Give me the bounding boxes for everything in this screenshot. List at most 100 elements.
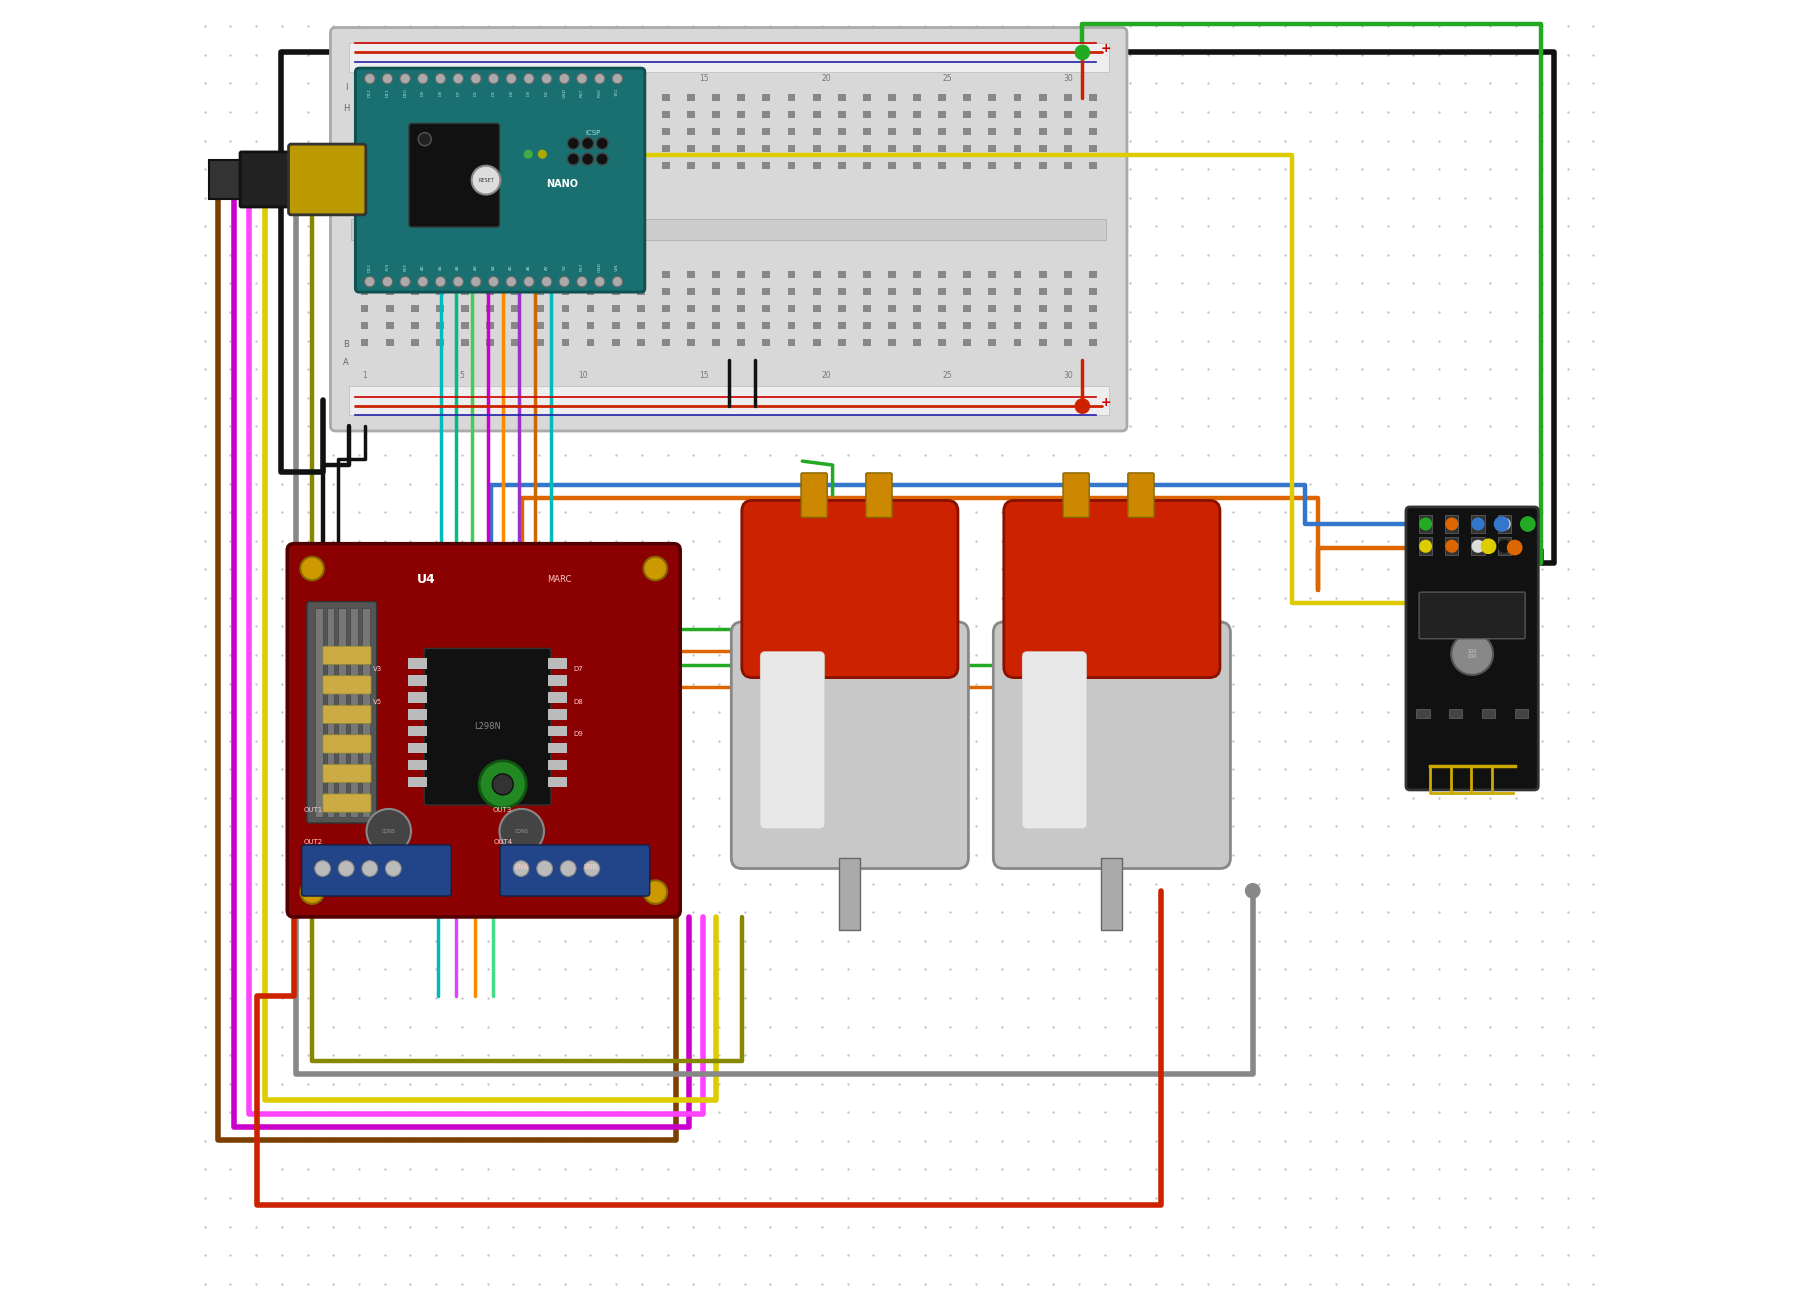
Bar: [762, 271, 770, 278]
Bar: [888, 162, 895, 169]
Text: OUT3: OUT3: [493, 807, 512, 812]
Bar: [838, 305, 845, 312]
Text: GND: GND: [563, 88, 566, 98]
Bar: [888, 111, 895, 118]
Circle shape: [568, 153, 579, 165]
Bar: [361, 608, 370, 817]
Bar: [788, 94, 795, 101]
Text: VIN: VIN: [615, 263, 619, 271]
Bar: [536, 305, 545, 312]
Text: D3: D3: [527, 90, 530, 96]
Bar: [485, 145, 494, 152]
Text: A1: A1: [439, 265, 442, 270]
Bar: [561, 322, 570, 329]
Bar: [636, 128, 645, 135]
Circle shape: [367, 808, 412, 854]
Bar: [1014, 305, 1021, 312]
Bar: [788, 339, 795, 346]
Bar: [361, 322, 369, 329]
FancyBboxPatch shape: [732, 622, 969, 869]
FancyBboxPatch shape: [324, 764, 370, 782]
Bar: [636, 94, 645, 101]
Bar: [838, 288, 845, 295]
Bar: [687, 94, 696, 101]
Text: 1: 1: [361, 75, 367, 83]
Text: 5: 5: [458, 372, 464, 380]
Circle shape: [1494, 516, 1510, 532]
Bar: [1014, 322, 1021, 329]
Circle shape: [568, 138, 579, 149]
Bar: [1039, 271, 1046, 278]
Bar: [863, 288, 870, 295]
Bar: [387, 94, 394, 101]
Bar: [460, 305, 469, 312]
Bar: [561, 128, 570, 135]
Bar: [989, 305, 996, 312]
Bar: [1090, 322, 1097, 329]
Bar: [964, 288, 971, 295]
Bar: [435, 162, 444, 169]
Bar: [838, 111, 845, 118]
Bar: [913, 94, 921, 101]
Bar: [687, 128, 696, 135]
Bar: [408, 675, 426, 685]
Bar: [662, 111, 671, 118]
Bar: [1039, 94, 1046, 101]
Bar: [1039, 305, 1046, 312]
Bar: [1064, 271, 1072, 278]
Bar: [888, 288, 895, 295]
Text: 25: 25: [942, 372, 951, 380]
Bar: [636, 271, 645, 278]
Bar: [788, 271, 795, 278]
Bar: [410, 128, 419, 135]
Bar: [561, 339, 570, 346]
Circle shape: [383, 73, 392, 84]
Text: 15: 15: [699, 372, 708, 380]
Bar: [662, 162, 671, 169]
Bar: [939, 94, 946, 101]
Bar: [548, 743, 568, 753]
Bar: [1482, 709, 1496, 718]
Bar: [788, 145, 795, 152]
Bar: [662, 94, 671, 101]
Bar: [687, 322, 696, 329]
Bar: [536, 339, 545, 346]
Circle shape: [399, 73, 410, 84]
Circle shape: [1419, 517, 1433, 531]
Bar: [762, 339, 770, 346]
Text: OUT2: OUT2: [304, 838, 322, 845]
Circle shape: [300, 557, 324, 580]
Bar: [561, 94, 570, 101]
Bar: [762, 145, 770, 152]
Bar: [964, 339, 971, 346]
Bar: [813, 305, 820, 312]
Bar: [1419, 537, 1433, 555]
Text: U4: U4: [417, 572, 437, 586]
FancyBboxPatch shape: [992, 622, 1230, 869]
Bar: [636, 322, 645, 329]
Bar: [737, 94, 744, 101]
FancyBboxPatch shape: [424, 648, 550, 804]
Bar: [838, 858, 859, 930]
Text: A: A: [343, 359, 349, 367]
FancyBboxPatch shape: [288, 144, 365, 215]
Text: RESET: RESET: [478, 178, 494, 182]
Bar: [687, 145, 696, 152]
Bar: [989, 162, 996, 169]
Text: ICSP: ICSP: [586, 130, 601, 135]
Text: D7: D7: [574, 665, 584, 672]
Bar: [611, 339, 620, 346]
Bar: [410, 339, 419, 346]
Bar: [361, 145, 369, 152]
Bar: [888, 305, 895, 312]
Circle shape: [561, 861, 575, 876]
Circle shape: [577, 73, 588, 84]
Bar: [1064, 339, 1072, 346]
Bar: [435, 305, 444, 312]
Circle shape: [505, 73, 516, 84]
Bar: [662, 128, 671, 135]
Text: D2: D2: [545, 90, 548, 96]
Text: V5: V5: [372, 698, 381, 705]
Circle shape: [1244, 883, 1260, 899]
Bar: [408, 777, 426, 787]
